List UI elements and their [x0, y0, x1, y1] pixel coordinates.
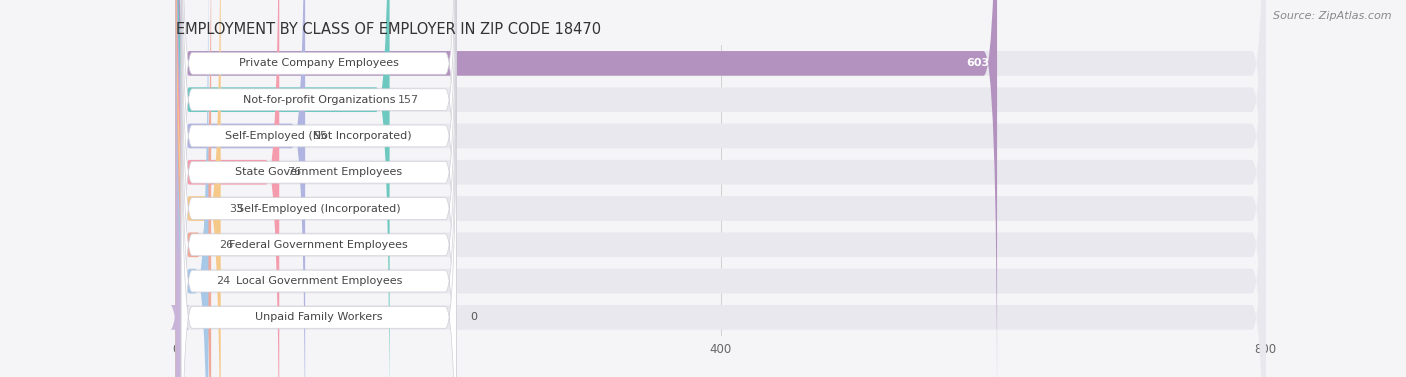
FancyBboxPatch shape	[181, 0, 457, 377]
Text: Self-Employed (Incorporated): Self-Employed (Incorporated)	[238, 204, 401, 213]
Text: 24: 24	[217, 276, 231, 286]
FancyBboxPatch shape	[181, 0, 457, 377]
FancyBboxPatch shape	[176, 0, 211, 377]
FancyBboxPatch shape	[176, 0, 221, 377]
FancyBboxPatch shape	[176, 0, 997, 377]
FancyBboxPatch shape	[176, 0, 1265, 377]
FancyBboxPatch shape	[176, 0, 1265, 377]
Text: Source: ZipAtlas.com: Source: ZipAtlas.com	[1274, 11, 1392, 21]
Text: Unpaid Family Workers: Unpaid Family Workers	[254, 313, 382, 322]
FancyBboxPatch shape	[181, 0, 457, 377]
FancyBboxPatch shape	[170, 0, 190, 377]
Text: 76: 76	[287, 167, 301, 177]
Text: 603: 603	[966, 58, 988, 68]
Text: EMPLOYMENT BY CLASS OF EMPLOYER IN ZIP CODE 18470: EMPLOYMENT BY CLASS OF EMPLOYER IN ZIP C…	[176, 22, 600, 37]
FancyBboxPatch shape	[176, 0, 208, 377]
Text: 26: 26	[219, 240, 233, 250]
Text: 95: 95	[314, 131, 328, 141]
FancyBboxPatch shape	[176, 0, 389, 377]
Text: Federal Government Employees: Federal Government Employees	[229, 240, 408, 250]
Text: Private Company Employees: Private Company Employees	[239, 58, 399, 68]
Text: 33: 33	[229, 204, 243, 213]
Text: Local Government Employees: Local Government Employees	[236, 276, 402, 286]
Text: 157: 157	[398, 95, 419, 105]
FancyBboxPatch shape	[176, 0, 1265, 377]
FancyBboxPatch shape	[176, 0, 1265, 377]
FancyBboxPatch shape	[181, 0, 457, 343]
Text: Not-for-profit Organizations: Not-for-profit Organizations	[242, 95, 395, 105]
FancyBboxPatch shape	[176, 0, 1265, 377]
FancyBboxPatch shape	[181, 0, 457, 377]
FancyBboxPatch shape	[176, 0, 1265, 377]
FancyBboxPatch shape	[176, 0, 1265, 377]
Text: State Government Employees: State Government Employees	[235, 167, 402, 177]
FancyBboxPatch shape	[176, 0, 280, 377]
FancyBboxPatch shape	[181, 0, 457, 377]
Text: 0: 0	[470, 313, 477, 322]
FancyBboxPatch shape	[181, 38, 457, 377]
FancyBboxPatch shape	[181, 2, 457, 377]
Text: Self-Employed (Not Incorporated): Self-Employed (Not Incorporated)	[225, 131, 412, 141]
FancyBboxPatch shape	[176, 0, 1265, 377]
FancyBboxPatch shape	[176, 0, 305, 377]
